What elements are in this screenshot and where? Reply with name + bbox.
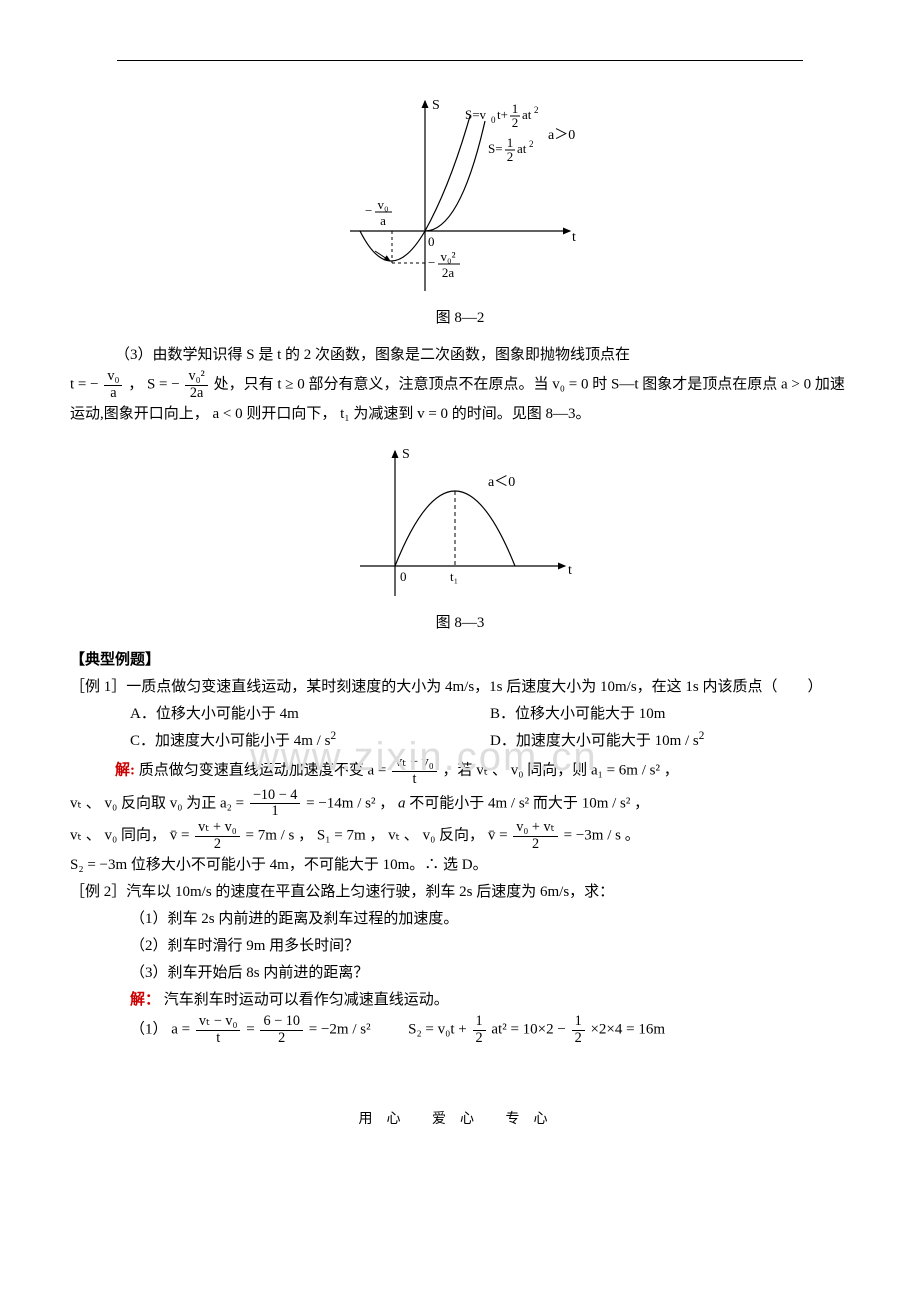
- example-2-q3: （3）刹车开始后 8s 内前进的距离？: [70, 960, 850, 987]
- axis-t-label: t: [572, 230, 576, 245]
- option-a: A．位移大小可能小于 4m: [130, 706, 299, 722]
- svg-text:2: 2: [534, 105, 539, 115]
- svg-text:a＞0: a＞0: [548, 128, 575, 143]
- options-row-1: A．位移大小可能小于 4m B．位移大小可能大于 10m: [70, 701, 850, 728]
- page-footer: 用心 爱心 专心: [70, 1107, 850, 1132]
- section-heading: 【典型例题】: [70, 647, 850, 674]
- options-row-2: C．加速度大小可能小于 4m / s2 D．加速度大小可能大于 10m / s2: [70, 728, 850, 755]
- solution-1-line-3: vₜ 、 v₀ 同向， v̄ = vₜ + v₀2 = 7m / s ， S₁ …: [70, 820, 850, 852]
- figure-8-2-caption: 图 8—2: [70, 305, 850, 332]
- example-2-q1: （1）刹车 2s 内前进的距离及刹车过程的加速度。: [70, 906, 850, 933]
- solution-1-line-1: 解: 质点做匀变速直线运动加速度不变 a = vₜ − v₀t ，若 vₜ 、 …: [70, 755, 850, 787]
- paragraph-3: （3）由数学知识得 S 是 t 的 2 次函数，图象是二次函数，图象即抛物线顶点…: [70, 342, 850, 369]
- figure-8-3-caption: 图 8—3: [70, 610, 850, 637]
- svg-text:a: a: [380, 213, 386, 228]
- svg-text:a＜0: a＜0: [488, 475, 515, 490]
- solution-1-line-2: vₜ 、 v₀ 反向取 v₀ 为正 a₂ = −10 − 41 = −14m /…: [70, 788, 850, 820]
- example-2-eq-1: （1） a = vₜ − v₀t = 6 − 102 = −2m / s² S₂…: [70, 1014, 850, 1046]
- svg-text:v₀²: v₀²: [441, 249, 456, 264]
- svg-text:2: 2: [512, 115, 519, 130]
- svg-text:S=v: S=v: [465, 107, 487, 122]
- svg-text:t+: t+: [497, 107, 508, 122]
- solution-label: 解:: [115, 763, 135, 779]
- example-1-lead: ［例 1］一质点做匀变速直线运动，某时刻速度的大小为 4m/s，1s 后速度大小…: [70, 674, 850, 701]
- solution-1-line-4: S₂ = −3m 位移大小不可能小于 4m，不可能大于 10m。∴ 选 D。: [70, 852, 850, 879]
- option-c: C．加速度大小可能小于 4m / s2: [130, 733, 336, 749]
- svg-text:1: 1: [507, 135, 514, 150]
- svg-text:t₁: t₁: [450, 569, 458, 584]
- example-2-q2: （2）刹车时滑行 9m 用多长时间？: [70, 933, 850, 960]
- example-2-solution-intro: 解： 汽车刹车时运动可以看作匀减速直线运动。: [70, 987, 850, 1014]
- svg-text:0: 0: [491, 115, 496, 125]
- solution-label-2: 解：: [130, 992, 160, 1008]
- svg-text:2: 2: [507, 149, 514, 164]
- svg-text:0: 0: [428, 234, 435, 249]
- axis-s-label: S: [432, 98, 440, 113]
- example-2-lead: ［例 2］汽车以 10m/s 的速度在平直公路上匀速行驶，刹车 2s 后速度为 …: [70, 879, 850, 906]
- svg-text:S: S: [402, 447, 410, 462]
- svg-text:v₀: v₀: [377, 197, 388, 212]
- option-d: D．加速度大小可能大于 10m / s2: [490, 733, 704, 749]
- svg-text:2: 2: [529, 139, 534, 149]
- svg-text:t: t: [568, 563, 572, 578]
- figure-8-3: S t a＜0 0 t₁: [70, 436, 850, 606]
- svg-text:−: −: [365, 203, 372, 218]
- svg-text:2a: 2a: [442, 265, 455, 280]
- figure-8-2: S t 0 S=v 0 t+ 1 2 at 2 S= 1 2 at 2 a＞0 …: [70, 91, 850, 301]
- option-b: B．位移大小可能大于 10m: [490, 706, 665, 722]
- svg-text:S=: S=: [488, 141, 503, 156]
- paragraph-3-eq: t = − v₀a ， S = − v₀²2a 处，只有 t ≥ 0 部分有意义…: [70, 369, 850, 428]
- svg-text:−: −: [428, 255, 435, 270]
- svg-text:at: at: [522, 107, 532, 122]
- svg-text:0: 0: [400, 569, 407, 584]
- svg-text:at: at: [517, 141, 527, 156]
- svg-text:1: 1: [512, 101, 519, 116]
